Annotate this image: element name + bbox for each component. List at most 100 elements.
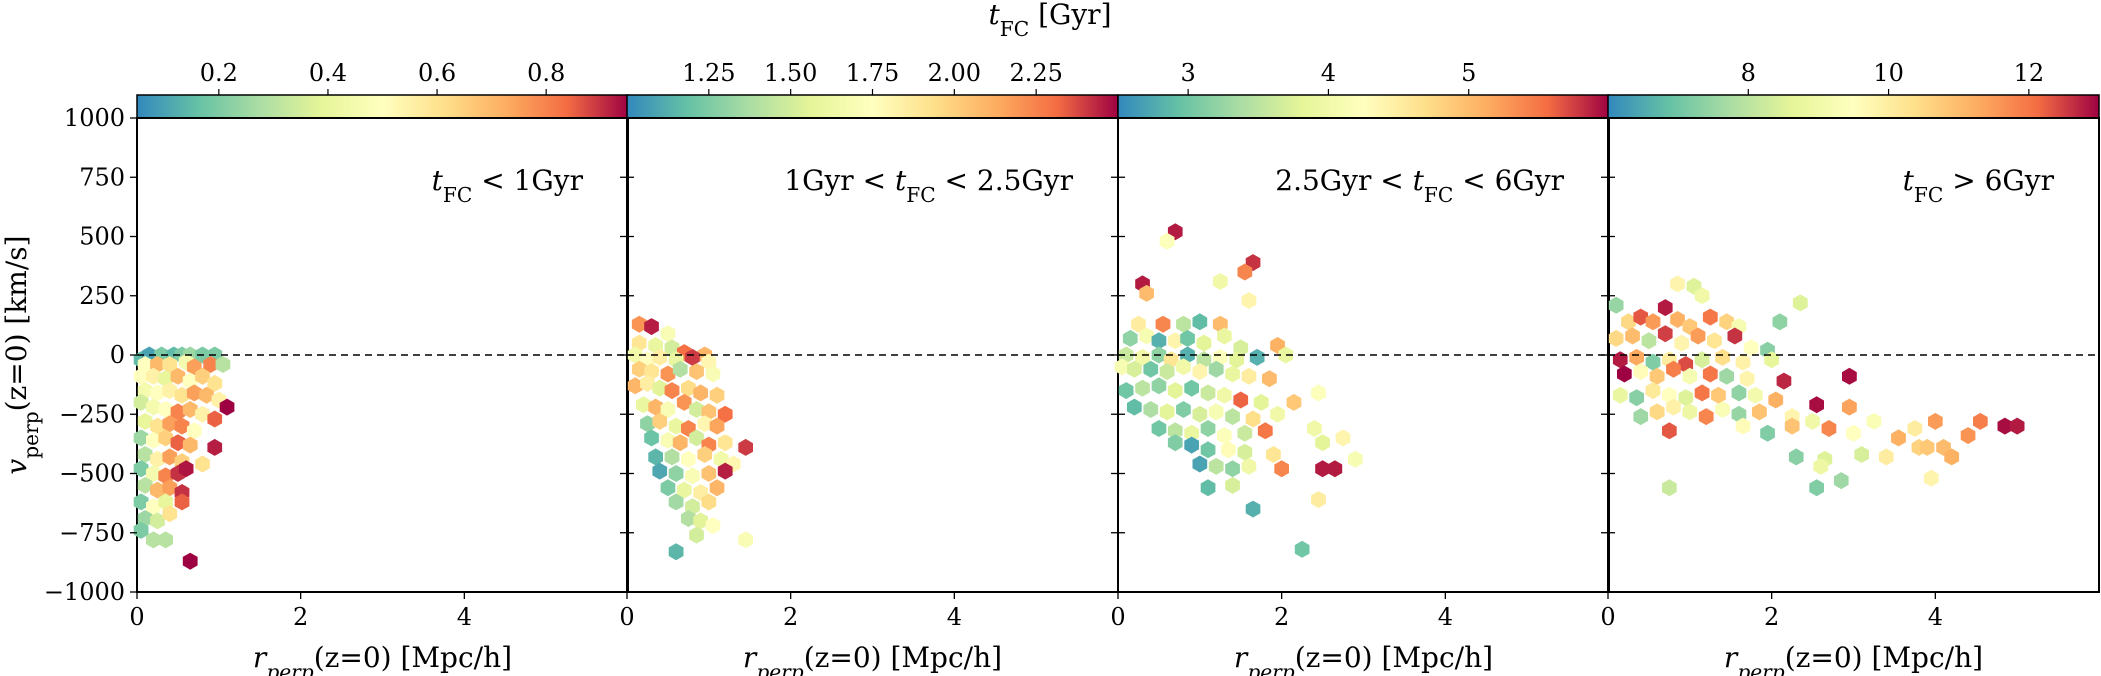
data-point (1122, 329, 1138, 347)
data-point (1294, 540, 1310, 558)
panel-3: 3 4 5 0 2 4 rperp(z=0) [Mpc/h] 2.5Gyr < tFC < 6… (1110, 59, 1610, 676)
colorbar: 3 4 5 (1117, 59, 1610, 119)
data-point (1266, 446, 1281, 463)
data-point (1772, 313, 1788, 331)
data-point (182, 552, 198, 570)
data-point (709, 417, 725, 435)
data-point (685, 467, 700, 485)
data-point (1657, 325, 1673, 343)
data-point (1719, 367, 1734, 385)
data-point (2009, 417, 2025, 435)
x-tick-label: 2 (1274, 603, 1289, 631)
data-point (150, 417, 165, 435)
data-point (1249, 348, 1265, 366)
data-point (207, 410, 223, 428)
data-point (1217, 327, 1232, 345)
data-point (681, 450, 696, 468)
data-point (1192, 405, 1208, 423)
colorbar: 8 10 12 (1607, 59, 2100, 119)
panel-2: 1.25 1.50 1.75 2.00 2.25 0 2 4 rperp(z=0) [Mpc/h… (619, 59, 1119, 676)
data-point (1719, 313, 1734, 331)
data-point (182, 401, 198, 418)
data-point (1678, 389, 1694, 407)
data-point (1813, 457, 1829, 475)
data-point (1629, 348, 1644, 366)
data-point (668, 543, 684, 561)
data-point (133, 460, 149, 478)
data-point (1237, 443, 1253, 461)
data-point (1114, 358, 1130, 376)
panel-annotation: tFC > 6Gyr (1903, 164, 2055, 207)
data-point (137, 446, 153, 463)
data-point (158, 531, 173, 549)
data-point (1809, 396, 1824, 414)
data-point (1200, 420, 1216, 437)
data-point (1776, 372, 1792, 390)
data-point (162, 448, 178, 466)
data-point (1633, 308, 1649, 326)
data-point (1784, 417, 1800, 435)
colorbar-tick-label: 0.2 (200, 59, 238, 87)
data-point (1854, 446, 1869, 463)
data-point (203, 356, 218, 373)
data-point (1311, 384, 1326, 402)
data-point (1217, 427, 1232, 445)
colorbar-tick-label: 4 (1321, 59, 1336, 87)
data-point (1666, 360, 1681, 378)
data-point (1159, 232, 1175, 250)
data-point (689, 401, 704, 418)
data-point (1666, 398, 1681, 416)
data-point (672, 360, 688, 378)
data-point (693, 384, 708, 402)
data-point (701, 465, 717, 482)
x-axis-label: rperp(z=0) [Mpc/h] (1724, 641, 1983, 676)
y-tick-label: 500 (79, 223, 125, 251)
data-point (1270, 405, 1285, 423)
data-point (1139, 284, 1154, 302)
data-point (1155, 315, 1171, 333)
y-tick-label: −250 (59, 400, 125, 428)
data-point (652, 412, 668, 430)
data-point (1612, 351, 1628, 369)
data-point (162, 356, 178, 373)
data-point (648, 398, 663, 416)
data-point (1747, 386, 1763, 404)
data-point (150, 481, 165, 499)
data-point (1907, 420, 1923, 437)
data-point (1621, 313, 1636, 331)
data-point (146, 465, 161, 482)
data-point (1674, 334, 1689, 352)
data-point (1715, 348, 1730, 366)
data-point (681, 379, 696, 397)
data-point (717, 462, 733, 480)
data-point (146, 498, 161, 516)
data-point (150, 450, 165, 468)
data-point (174, 493, 190, 511)
data-point (1919, 438, 1935, 456)
data-point (1891, 429, 1906, 447)
data-point (660, 401, 676, 418)
data-point (133, 429, 149, 447)
data-point (1192, 363, 1208, 381)
colorbar-tick-label: 12 (2014, 59, 2045, 87)
data-point (1315, 460, 1330, 478)
data-points (627, 315, 753, 561)
data-point (207, 374, 223, 392)
data-point (162, 415, 178, 433)
data-point (133, 367, 149, 385)
data-point (668, 465, 684, 482)
data-point (1135, 348, 1150, 366)
data-point (1143, 360, 1159, 378)
data-point (1196, 334, 1212, 352)
data-point (1127, 398, 1142, 416)
data-point (672, 434, 688, 452)
data-point (1241, 292, 1257, 309)
data-point (1221, 441, 1236, 459)
colorbar: 0.2 0.4 0.6 0.8 (136, 59, 629, 119)
panel-1: 0.2 0.4 0.6 0.8 1000 750 500 250 0 −250 −500 −750 −1… (44, 59, 629, 676)
data-point (137, 412, 153, 430)
data-point (717, 434, 733, 452)
data-point (162, 479, 178, 497)
data-point (631, 315, 647, 333)
data-point (1286, 393, 1302, 411)
